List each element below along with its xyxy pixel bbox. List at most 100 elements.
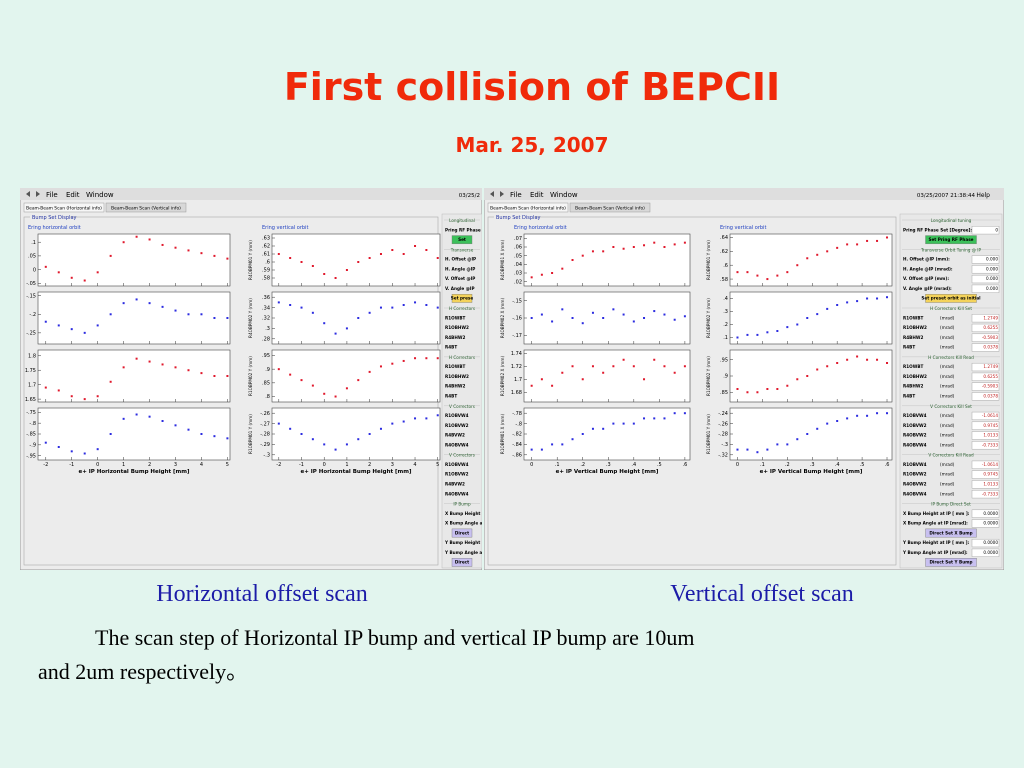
field-label: R1OBVW2 xyxy=(445,423,469,428)
field-unit: (mrad) xyxy=(940,345,955,350)
y-tick-label: .2 xyxy=(723,322,728,328)
field-box[interactable] xyxy=(971,372,1000,381)
data-point xyxy=(816,427,819,430)
x-axis-label: e+ IP Vertical Bump Height [mm] xyxy=(760,469,863,475)
field-box[interactable] xyxy=(971,226,1000,235)
data-point xyxy=(561,371,564,374)
data-point xyxy=(96,271,99,274)
data-point xyxy=(148,415,151,418)
field-box[interactable] xyxy=(971,411,1000,421)
x-tick-label: -2 xyxy=(43,462,48,468)
data-point xyxy=(622,358,625,361)
data-point xyxy=(311,311,314,314)
field-box[interactable] xyxy=(971,382,1000,391)
field-box[interactable] xyxy=(971,421,1000,430)
data-point xyxy=(425,304,428,306)
field-unit: (mrad) xyxy=(940,364,955,369)
y-tick-label: 1.75 xyxy=(25,368,36,374)
y-tick-label: .05 xyxy=(514,253,522,259)
field-label: R4OBVW4 xyxy=(445,442,469,447)
field-box[interactable] xyxy=(971,509,1000,518)
data-point xyxy=(591,427,594,430)
field-label: H. Offset @IP (mm): xyxy=(903,257,950,262)
field-box[interactable] xyxy=(971,284,1000,293)
data-point xyxy=(368,311,371,314)
data-point xyxy=(591,365,594,368)
field-box[interactable] xyxy=(971,480,1000,489)
data-point xyxy=(886,412,889,415)
tab xyxy=(23,202,105,213)
data-point xyxy=(602,427,605,430)
side-button[interactable] xyxy=(451,294,473,303)
y-tick-label: .03 xyxy=(514,271,522,277)
x-tick-label: 5 xyxy=(226,462,229,468)
plot-frame xyxy=(523,233,691,287)
field-unit: (mrad) xyxy=(940,315,955,320)
field-label: Y Bump Angle a xyxy=(444,550,482,555)
menu-item: File xyxy=(510,191,522,199)
data-point xyxy=(530,276,533,279)
field-value: 0.6255 xyxy=(983,374,998,379)
x-tick-label: 0 xyxy=(736,462,739,468)
data-point xyxy=(402,420,405,423)
side-button[interactable] xyxy=(451,528,473,538)
field-box[interactable] xyxy=(971,431,1000,440)
field-box[interactable] xyxy=(971,548,1000,557)
side-button[interactable] xyxy=(925,558,977,567)
data-point xyxy=(643,378,646,381)
data-point xyxy=(200,372,203,375)
y-tick-label: .9 xyxy=(265,367,270,373)
data-point xyxy=(345,443,348,446)
data-point xyxy=(612,246,615,248)
field-box[interactable] xyxy=(971,490,1000,499)
field-box[interactable] xyxy=(971,441,1000,450)
data-point xyxy=(148,360,151,363)
data-point xyxy=(736,388,739,390)
y-tick-label: 1.8 xyxy=(28,353,36,359)
field-box[interactable] xyxy=(971,538,1000,548)
field-box[interactable] xyxy=(971,323,1000,333)
data-point xyxy=(174,246,177,249)
field-box[interactable] xyxy=(971,255,1000,264)
data-point xyxy=(643,417,646,420)
data-point xyxy=(323,392,326,395)
field-unit: (mrad) xyxy=(940,374,955,379)
field-box[interactable] xyxy=(971,362,1000,372)
tab-label: Beam-Beam Scan (Horizontal info) xyxy=(26,206,102,212)
field-box[interactable] xyxy=(971,333,1000,342)
data-point xyxy=(226,317,229,319)
data-point xyxy=(70,328,73,331)
data-point xyxy=(571,365,574,368)
data-point xyxy=(581,378,584,381)
field-box[interactable] xyxy=(971,343,1000,352)
data-point xyxy=(83,398,86,401)
data-point xyxy=(856,355,859,358)
field-box[interactable] xyxy=(971,265,1000,274)
side-button[interactable] xyxy=(925,235,977,245)
data-point xyxy=(213,435,216,438)
side-button[interactable] xyxy=(925,294,977,303)
field-box[interactable] xyxy=(971,392,1000,401)
field-box[interactable] xyxy=(971,314,1000,323)
field-label: R4BHW2 xyxy=(445,335,465,340)
side-button[interactable] xyxy=(451,235,473,245)
field-box[interactable] xyxy=(971,519,1000,528)
side-button[interactable] xyxy=(925,528,977,538)
field-box[interactable] xyxy=(971,470,1000,479)
data-point xyxy=(174,366,177,369)
data-point xyxy=(213,254,216,257)
data-point xyxy=(83,279,86,282)
data-point xyxy=(436,257,439,259)
data-point xyxy=(57,446,60,448)
data-point xyxy=(683,412,686,415)
data-point xyxy=(44,441,47,444)
x-tick-label: .1 xyxy=(760,462,765,468)
data-point xyxy=(122,241,125,244)
side-button[interactable] xyxy=(451,558,473,567)
data-point xyxy=(836,362,839,364)
data-point xyxy=(357,317,360,319)
field-box[interactable] xyxy=(971,274,1000,284)
x-tick-label: -1 xyxy=(299,462,304,468)
field-box[interactable] xyxy=(971,460,1000,469)
